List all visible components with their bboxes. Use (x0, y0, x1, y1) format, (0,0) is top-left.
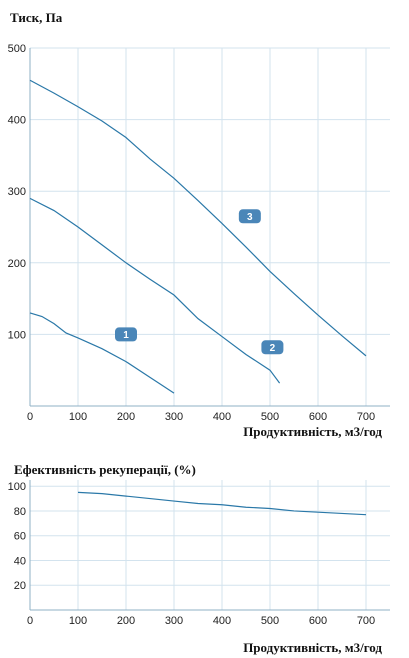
pressure-series-line-1 (29, 312, 175, 394)
pressure-x-tick-label: 500 (261, 411, 279, 423)
efficiency-ticks: 0 100 200 300 400 500 600 700 20 40 60 80 100 (8, 481, 376, 627)
pressure-x-tick-label: 300 (165, 411, 183, 423)
pressure-x-tick-label: 0 (27, 411, 33, 423)
efficiency-x-tick-label: 100 (69, 615, 87, 627)
efficiency-series-line (77, 491, 367, 516)
pressure-x-tick-label: 200 (117, 411, 135, 423)
efficiency-x-tick-label: 700 (357, 615, 375, 627)
pressure-ticks: 0 100 200 300 400 500 600 700 100 200 300 400 500 (8, 43, 376, 423)
pressure-x-tick-label: 600 (309, 411, 327, 423)
efficiency-x-tick-label: 200 (117, 615, 135, 627)
pressure-grid (30, 47, 390, 406)
pressure-series-badges: 1 2 3 (115, 209, 284, 355)
pressure-y-tick-label: 100 (8, 329, 26, 341)
efficiency-chart: Ефективність рекуперації, (%) 0 100 200 300… (8, 462, 390, 655)
pressure-y-axis-label: Тиск, Па (10, 10, 63, 25)
efficiency-x-axis-label: Продуктивність, м3/год (243, 640, 382, 655)
pressure-series-line-3 (29, 79, 367, 357)
efficiency-y-tick-label: 100 (8, 481, 26, 493)
pressure-x-tick-label: 700 (357, 411, 375, 423)
efficiency-x-tick-label: 300 (165, 615, 183, 627)
efficiency-x-tick-label: 0 (27, 615, 33, 627)
pressure-series (29, 79, 367, 394)
efficiency-series (77, 491, 367, 516)
efficiency-y-tick-label: 60 (14, 531, 26, 543)
pressure-chart: Тиск, Па 0 100 200 300 400 500 600 700 100 200 300… (8, 10, 390, 439)
pressure-axes (29, 48, 390, 407)
pressure-x-tick-label: 400 (213, 411, 231, 423)
efficiency-x-tick-label: 400 (213, 615, 231, 627)
efficiency-x-tick-label: 600 (309, 615, 327, 627)
efficiency-chart-title: Ефективність рекуперації, (%) (14, 462, 196, 477)
pressure-y-tick-label: 500 (8, 43, 26, 55)
pressure-y-tick-label: 200 (8, 258, 26, 270)
pressure-y-tick-label: 300 (8, 186, 26, 198)
efficiency-grid (30, 480, 390, 610)
efficiency-x-tick-label: 500 (261, 615, 279, 627)
pressure-series-line-2 (29, 197, 281, 384)
pressure-x-axis-label: Продуктивність, м3/год (243, 424, 382, 439)
pressure-y-tick-label: 400 (8, 115, 26, 127)
efficiency-y-tick-label: 20 (14, 580, 26, 592)
efficiency-y-tick-label: 40 (14, 555, 26, 567)
series-badge-label-2: 2 (270, 343, 276, 354)
efficiency-y-tick-label: 80 (14, 506, 26, 518)
efficiency-axes (29, 480, 390, 611)
series-badge-1 (115, 327, 137, 342)
series-badge-label-1: 1 (123, 330, 129, 341)
series-badge-label-3: 3 (247, 212, 253, 223)
pressure-x-tick-label: 100 (69, 411, 87, 423)
series-badge-3 (238, 209, 261, 224)
series-badge-2 (261, 340, 284, 355)
